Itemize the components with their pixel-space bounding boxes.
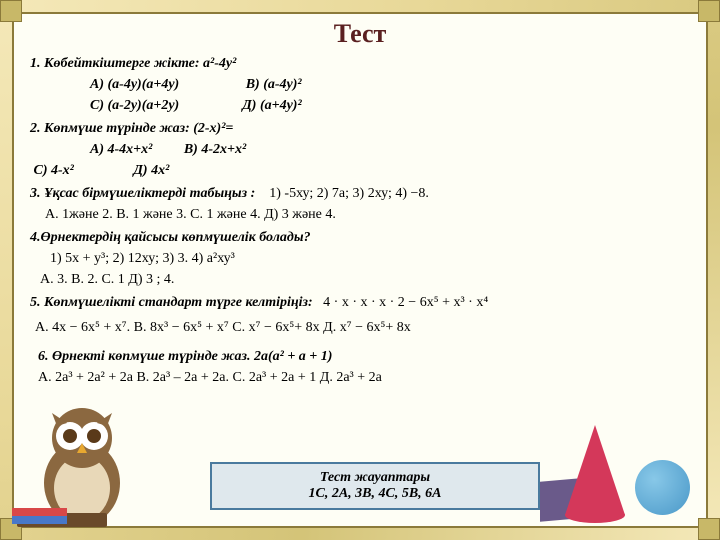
q5-expr: 4 · х · х · х · 2 − 6х⁵ + х³ · х⁴ xyxy=(323,295,488,310)
q1-opt-b: В) (а-4у)² xyxy=(246,77,302,92)
answer-box: Тест жауаптары 1С, 2А, 3В, 4С, 5В, 6А xyxy=(210,462,540,510)
sphere-shape xyxy=(635,460,690,515)
q2-opt-b: В) 4-2х+х² xyxy=(184,142,246,157)
q3-options: 1) -5ху; 2) 7а; 3) 2ху; 4) −8. xyxy=(269,186,429,201)
corner-decoration xyxy=(0,0,22,22)
q4-prompt: 4.Өрнектердің қайсысы көпмүшелік болады? xyxy=(30,227,690,248)
answer-line: 1С, 2А, 3В, 4С, 5В, 6А xyxy=(222,486,528,502)
q6-prompt: 6. Өрнекті көпмүше түрінде жаз. 2а(а² + … xyxy=(38,346,690,367)
cone-shape xyxy=(565,425,625,515)
q1-opt-d: Д) (а+4у)² xyxy=(242,98,301,113)
shapes-decoration xyxy=(535,405,695,525)
owl-image xyxy=(12,388,152,528)
q5-prompt: 5. Көпмүшелікті стандарт түрге келтіріңі… xyxy=(30,295,313,310)
answer-title: Тест жауаптары xyxy=(222,470,528,486)
q1-prompt: 1. Көбейткіштерге жікте: а²-4у² xyxy=(30,53,690,74)
q3-prompt: 3. Ұқсас бірмүшеліктерді табыңыз : xyxy=(30,186,255,201)
q1-opt-c: С) (а-2у)(а+2у) xyxy=(90,98,179,113)
q2-opt-a: А) 4-4х+х² xyxy=(90,142,152,157)
q2-opt-d: Д) 4х² xyxy=(133,163,169,178)
q3-answers: А. 1және 2. В. 1 және 3. С. 1 және 4. Д)… xyxy=(45,204,690,225)
q4-answers: А. 3. В. 2. С. 1 Д) 3 ; 4. xyxy=(40,269,690,290)
q2-opt-c: С) 4-х² xyxy=(34,163,74,178)
page-title: Тест xyxy=(30,14,690,53)
corner-decoration xyxy=(698,0,720,22)
q2-prompt: 2. Көпмүше түрінде жаз: (2-х)²= xyxy=(30,118,690,139)
q4-options: 1) 5х + у³; 2) 12ху; 3) 3. 4) а²ху³ xyxy=(50,248,690,269)
q1-opt-a: А) (а-4у)(а+4у) xyxy=(90,77,179,92)
q5-answers: А. 4х − 6х⁵ + х⁷. В. 8х³ − 6х⁵ + х⁷ С. х… xyxy=(35,317,690,338)
corner-decoration xyxy=(698,518,720,540)
q6-answers: А. 2а³ + 2а² + 2а В. 2а³ – 2а + 2а. С. 2… xyxy=(38,367,690,388)
